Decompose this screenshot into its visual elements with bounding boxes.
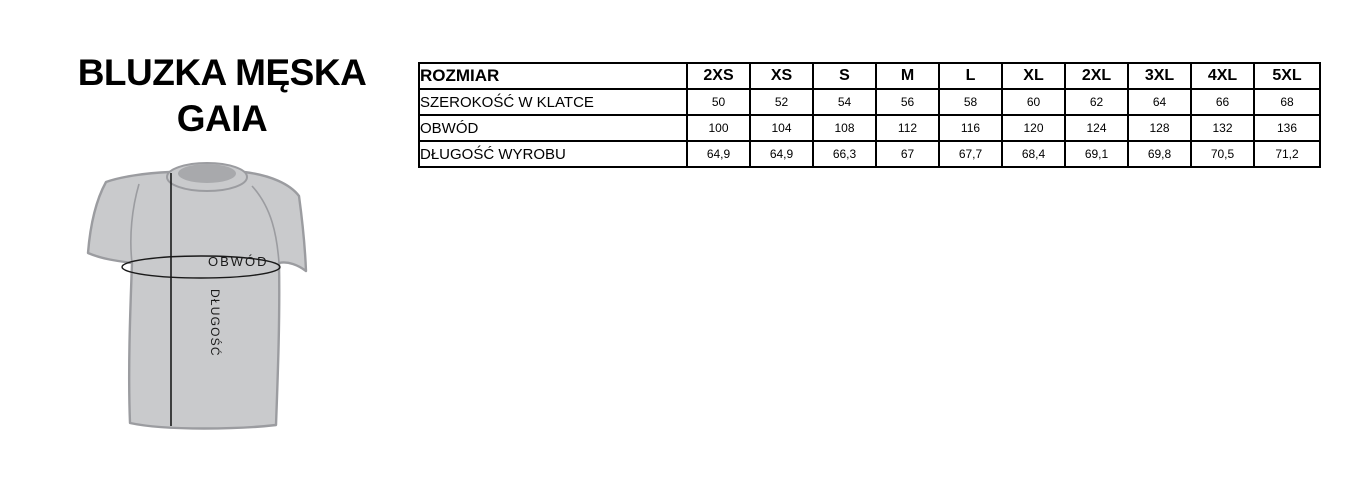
table-row-circumference: OBWÓD 100 104 108 112 116 120 124 128 13…: [418, 114, 1321, 142]
table-cell: 66: [1190, 88, 1255, 116]
table-cell: 67: [875, 140, 940, 168]
table-cell: 60: [1001, 88, 1066, 116]
tshirt-measurement-diagram: OBWÓD DŁUGOŚĆ: [82, 156, 322, 436]
table-cell: 136: [1253, 114, 1321, 142]
right-armhole-seam: [251, 185, 280, 264]
table-cell: 69,1: [1064, 140, 1129, 168]
table-cell: 100: [686, 114, 751, 142]
length-label: DŁUGOŚĆ: [208, 289, 223, 357]
product-title-line1: BLUZKA MĘSKA: [77, 52, 367, 93]
table-cell: 120: [1001, 114, 1066, 142]
table-row-chest-width: SZEROKOŚĆ W KLATCE 50 52 54 56 58 60 62 …: [418, 88, 1321, 116]
left-armhole-seam: [130, 183, 140, 264]
table-header-row: ROZMIAR 2XS XS S M L XL 2XL 3XL 4XL 5XL: [418, 62, 1321, 90]
header-size-xs: XS: [749, 62, 814, 90]
table-cell: 69,8: [1127, 140, 1192, 168]
product-title-line2: GAIA: [176, 98, 268, 139]
header-size-4xl: 4XL: [1190, 62, 1255, 90]
table-cell: 68,4: [1001, 140, 1066, 168]
header-size-2xl: 2XL: [1064, 62, 1129, 90]
table-cell: 64,9: [686, 140, 751, 168]
table-cell: 52: [749, 88, 814, 116]
table-cell: 116: [938, 114, 1003, 142]
table-cell: 132: [1190, 114, 1255, 142]
table-cell: 67,7: [938, 140, 1003, 168]
table-cell: 62: [1064, 88, 1129, 116]
header-size-s: S: [812, 62, 877, 90]
header-size-m: M: [875, 62, 940, 90]
header-size-3xl: 3XL: [1127, 62, 1192, 90]
collar-opening: [178, 164, 236, 183]
table-cell: 104: [749, 114, 814, 142]
table-cell: 108: [812, 114, 877, 142]
table-cell: 50: [686, 88, 751, 116]
product-title: BLUZKA MĘSKA GAIA: [52, 50, 392, 142]
circumference-measure-ellipse: [121, 255, 281, 279]
header-size-xl: XL: [1001, 62, 1066, 90]
table-cell: 128: [1127, 114, 1192, 142]
table-cell: 124: [1064, 114, 1129, 142]
table-cell: 68: [1253, 88, 1321, 116]
size-table-container: ROZMIAR 2XS XS S M L XL 2XL 3XL 4XL 5XL …: [418, 62, 1321, 168]
row-label-circumference: OBWÓD: [418, 114, 688, 142]
header-size-2xs: 2XS: [686, 62, 751, 90]
table-cell: 64,9: [749, 140, 814, 168]
row-label-garment-length: DŁUGOŚĆ WYROBU: [418, 140, 688, 168]
table-cell: 70,5: [1190, 140, 1255, 168]
header-size-5xl: 5XL: [1253, 62, 1321, 90]
table-cell: 112: [875, 114, 940, 142]
table-cell: 54: [812, 88, 877, 116]
size-table: ROZMIAR 2XS XS S M L XL 2XL 3XL 4XL 5XL …: [418, 62, 1321, 168]
table-cell: 64: [1127, 88, 1192, 116]
tshirt-body: [86, 166, 308, 430]
row-label-chest-width: SZEROKOŚĆ W KLATCE: [418, 88, 688, 116]
table-cell: 56: [875, 88, 940, 116]
header-size-l: L: [938, 62, 1003, 90]
circumference-label: OBWÓD: [208, 254, 269, 269]
header-rozmiar: ROZMIAR: [418, 62, 688, 90]
table-cell: 66,3: [812, 140, 877, 168]
table-cell: 58: [938, 88, 1003, 116]
table-cell: 71,2: [1253, 140, 1321, 168]
table-row-garment-length: DŁUGOŚĆ WYROBU 64,9 64,9 66,3 67 67,7 68…: [418, 140, 1321, 168]
